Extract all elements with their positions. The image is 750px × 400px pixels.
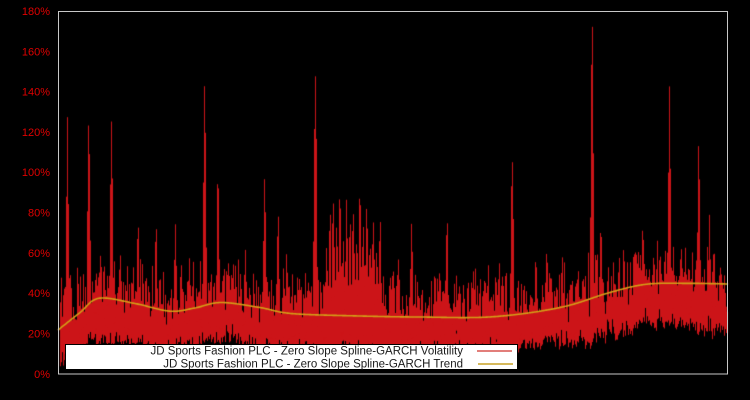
svg-text:60%: 60% (28, 248, 50, 260)
svg-text:140%: 140% (22, 87, 50, 99)
svg-text:40%: 40% (28, 288, 50, 300)
svg-text:0%: 0% (34, 369, 50, 381)
svg-text:80%: 80% (28, 208, 50, 220)
svg-text:20%: 20% (28, 328, 50, 340)
svg-text:160%: 160% (22, 46, 50, 58)
svg-text:JD Sports Fashion PLC - Zero S: JD Sports Fashion PLC - Zero Slope Splin… (150, 346, 463, 358)
svg-text:JD Sports Fashion PLC - Zero S: JD Sports Fashion PLC - Zero Slope Splin… (163, 359, 463, 371)
svg-text:180%: 180% (22, 6, 50, 18)
svg-text:120%: 120% (22, 127, 50, 139)
svg-text:100%: 100% (22, 167, 50, 179)
